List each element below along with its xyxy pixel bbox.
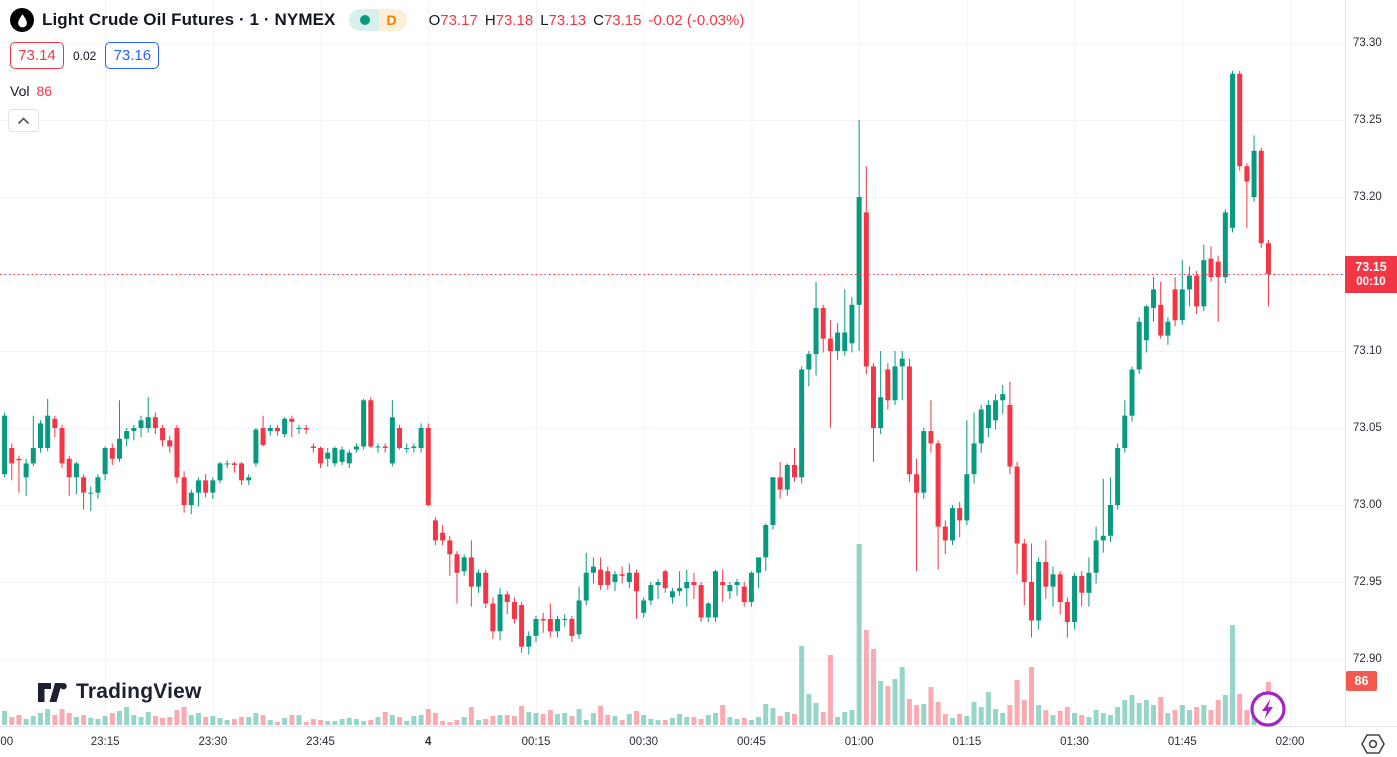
last-price-tag: 73.15 00:10 <box>1345 256 1397 293</box>
symbol-legend[interactable]: Light Crude Oil Futures · 1 · NYMEX D O7… <box>10 8 744 32</box>
price-axis-label: 72.90 <box>1353 653 1382 665</box>
spread-value: 0.02 <box>73 48 97 63</box>
tradingview-logo[interactable]: TradingView <box>38 680 202 704</box>
volume-indicator-legend[interactable]: Vol 86 <box>10 83 52 99</box>
price-axis-label: 73.00 <box>1353 499 1382 511</box>
collapse-legend-button[interactable] <box>8 109 39 132</box>
time-axis-label: 01:45 <box>1167 736 1197 748</box>
bar-countdown: 00:10 <box>1356 276 1386 289</box>
price-axis-label: 73.10 <box>1353 345 1382 357</box>
interval-badge[interactable]: D <box>349 9 407 31</box>
volume-axis-tag: 86 <box>1346 671 1377 691</box>
time-axis-label: 02:00 <box>1275 736 1305 748</box>
last-price-value: 73.15 <box>1355 259 1387 274</box>
close-label: C <box>593 11 604 29</box>
open-value: 73.17 <box>440 11 478 29</box>
high-value: 73.18 <box>495 11 534 29</box>
high-label: H <box>484 11 496 29</box>
tradingview-logo-text: TradingView <box>76 680 202 703</box>
sell-button[interactable]: 73.14 <box>10 42 64 69</box>
price-axis-label: 73.25 <box>1353 114 1382 126</box>
price-axis[interactable]: 73.30 73.25 73.20 73.15 73.10 73.05 73.00 72.95… <box>1345 0 1397 726</box>
price-axis-label: 73.05 <box>1353 422 1382 434</box>
time-axis-label: 01:30 <box>1060 736 1089 748</box>
buy-button[interactable]: 73.16 <box>105 42 160 69</box>
price-axis-label: 72.95 <box>1353 576 1382 588</box>
time-axis[interactable]: 00 23:15 23:30 23:45 4 00:15 00:30 00:45 01:00 01… <box>0 726 1397 757</box>
time-axis-label: 4 <box>425 736 432 748</box>
time-axis-label: 00:15 <box>521 736 551 748</box>
time-axis-label: 01:15 <box>952 736 982 748</box>
close-value: 73.15 <box>603 11 642 29</box>
low-value: 73.13 <box>548 11 587 29</box>
price-axis-label: 73.30 <box>1353 37 1382 49</box>
time-axis-label: 23:30 <box>198 736 228 748</box>
trade-panel: 73.14 0.02 73.16 <box>10 42 160 69</box>
time-axis-label: 23:15 <box>90 736 120 748</box>
volume-value: 86 <box>36 83 53 99</box>
chevron-up-icon <box>18 117 29 124</box>
low-label: L <box>540 11 549 29</box>
oil-drop-icon <box>10 8 34 32</box>
symbol-title[interactable]: Light Crude Oil Futures · 1 · NYMEX <box>42 10 336 29</box>
hexagon-eye-icon[interactable] <box>1360 733 1390 755</box>
time-axis-label: 00:30 <box>629 736 659 748</box>
change-value: -0.02 (-0.03%) <box>648 11 745 29</box>
volume-label: Vol <box>10 83 30 99</box>
ohlc-values: O73.17 H73.18 L73.13 C73.15 -0.02 (-0.03… <box>429 12 745 29</box>
market-status-dot-icon <box>349 9 380 31</box>
time-axis-label: 23:45 <box>306 736 335 748</box>
time-axis-label: 01:00 <box>844 736 874 748</box>
price-axis-label: 73.20 <box>1353 191 1382 203</box>
open-label: O <box>428 11 441 29</box>
lightning-bolt-icon[interactable] <box>1249 690 1287 728</box>
timeframe-d-badge[interactable]: D <box>379 9 407 31</box>
tradingview-mark-icon <box>38 682 67 702</box>
time-axis-label: 00 <box>0 736 14 748</box>
time-axis-label: 00:45 <box>737 736 766 748</box>
